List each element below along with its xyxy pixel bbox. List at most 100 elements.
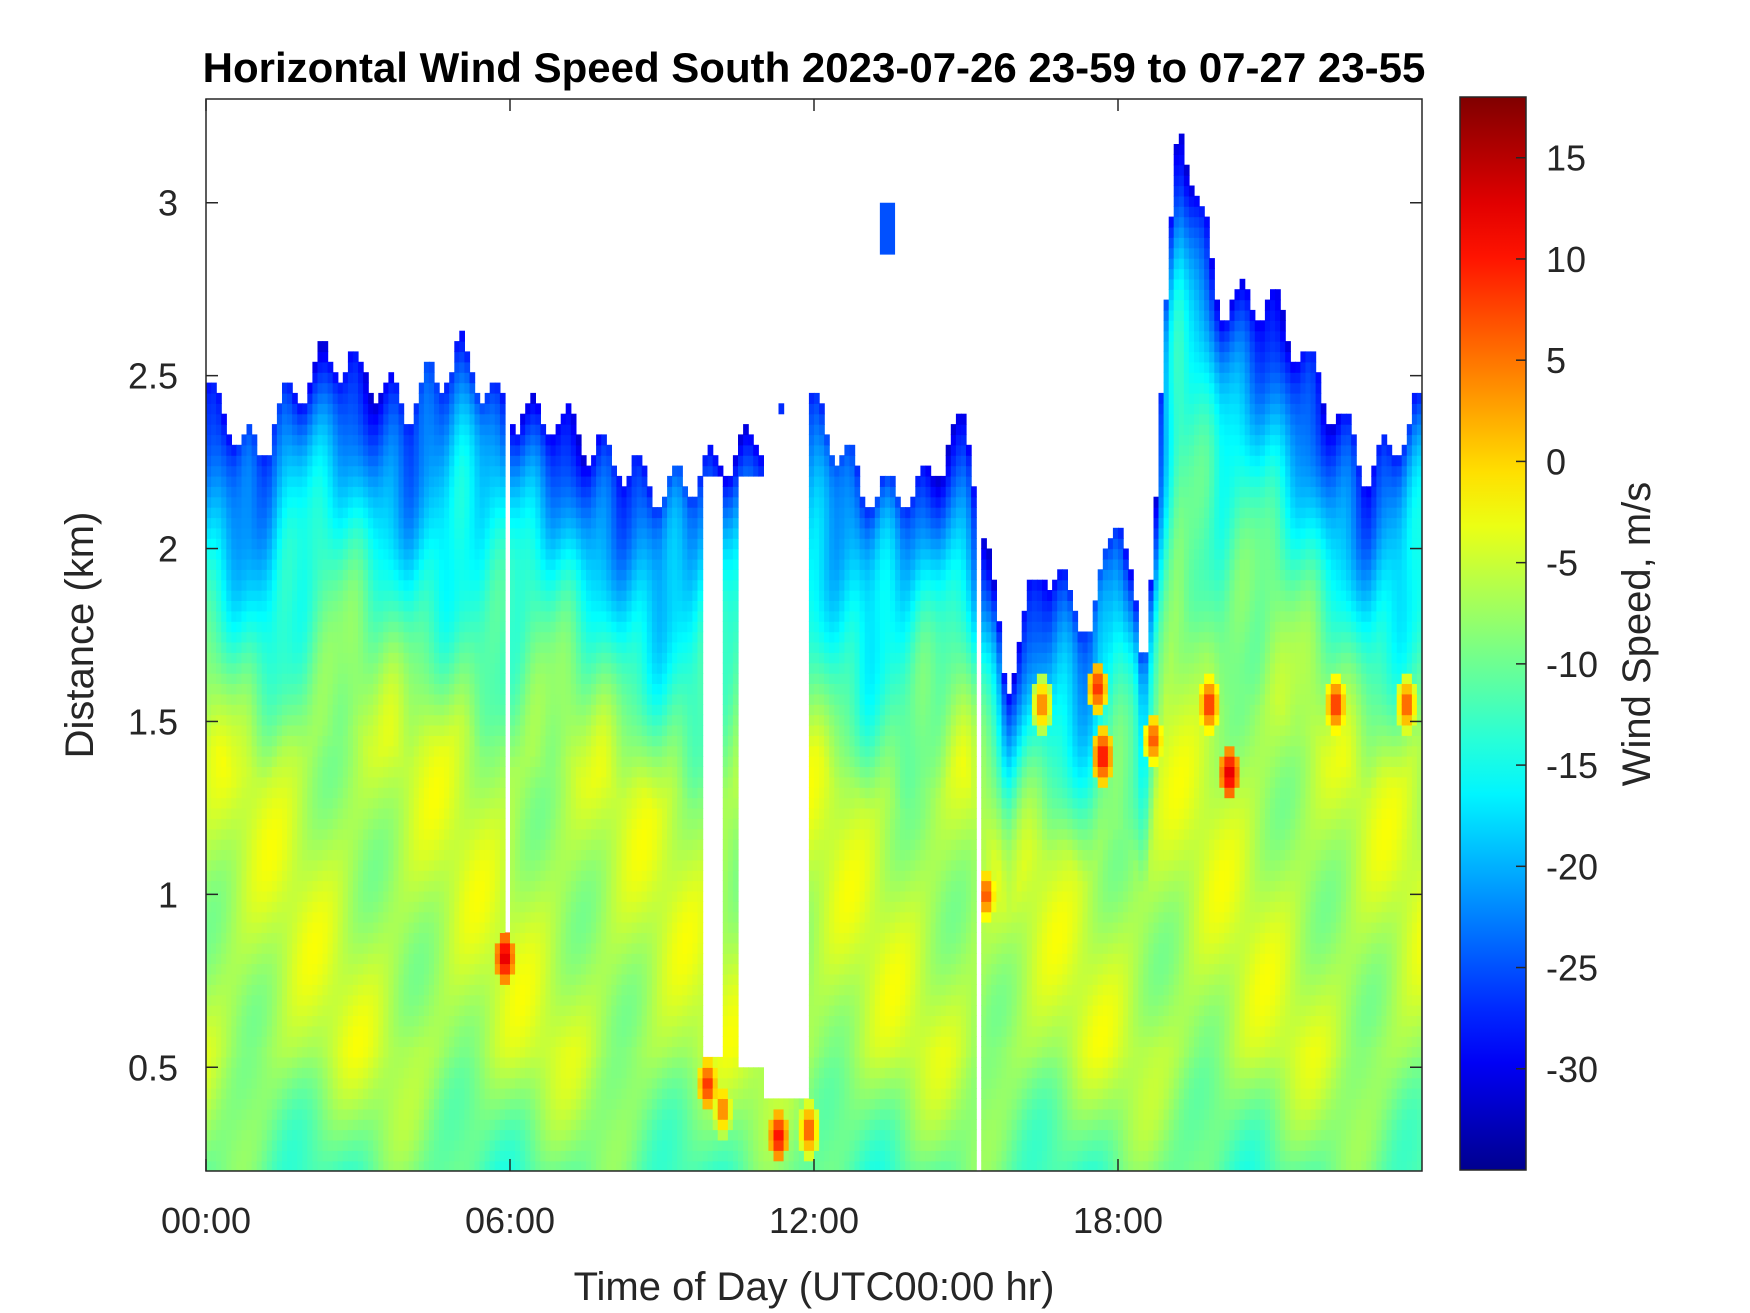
heatmap-cell [206, 776, 212, 788]
heatmap-cell [428, 859, 435, 871]
heatmap-cell [459, 807, 465, 819]
heatmap-cell [388, 922, 395, 933]
heatmap-cell [403, 444, 410, 456]
heatmap-cell [302, 558, 308, 570]
heatmap-cell [297, 621, 303, 633]
heatmap-cell [292, 735, 298, 747]
heatmap-cell [423, 1025, 430, 1037]
heatmap-cell [231, 590, 237, 601]
heatmap-cell [256, 922, 263, 933]
heatmap-cell [439, 527, 445, 539]
heatmap-cell [408, 807, 415, 819]
heatmap-cell [535, 548, 541, 560]
heatmap-cell [510, 1025, 516, 1037]
heatmap-cell [494, 434, 501, 446]
heatmap-cell [297, 641, 303, 653]
heatmap-cell [282, 1088, 288, 1099]
heatmap-cell [266, 486, 273, 498]
heatmap-cell [535, 859, 541, 871]
heatmap-cell [489, 548, 496, 560]
heatmap-cell [408, 911, 415, 923]
heatmap-cell [535, 932, 541, 944]
heatmap-cell [317, 807, 324, 819]
heatmap-cell [358, 756, 364, 767]
heatmap-cell [312, 880, 319, 892]
heatmap-cell [352, 548, 359, 560]
heatmap-cell [231, 1139, 237, 1151]
heatmap-cell [504, 1005, 511, 1016]
heatmap-cell [221, 932, 227, 944]
heatmap-cell [479, 683, 486, 695]
heatmap-cell [413, 1119, 420, 1131]
heatmap-cell [292, 1056, 298, 1068]
heatmap-cell [246, 662, 253, 674]
heatmap-cell [525, 424, 531, 436]
heatmap-cell [449, 1129, 455, 1141]
heatmap-cell [434, 517, 440, 529]
heatmap-cell [434, 1005, 440, 1016]
heatmap-cell [236, 558, 243, 570]
heatmap-cell [236, 953, 243, 965]
heatmap-cell [368, 444, 374, 456]
heatmap-cell [327, 455, 334, 467]
heatmap-cell [388, 600, 395, 612]
heatmap-cell [398, 631, 405, 643]
heatmap-cell [413, 662, 420, 674]
heatmap-cell [256, 932, 263, 944]
heatmap-cell [271, 756, 278, 767]
heatmap-cell [383, 1056, 389, 1068]
heatmap-cell [368, 538, 374, 550]
heatmap-cell [251, 724, 258, 736]
heatmap-cell [266, 984, 273, 996]
heatmap-cell [251, 662, 258, 674]
heatmap-cell [469, 942, 476, 954]
heatmap-cell [540, 724, 547, 736]
heatmap-cell [484, 807, 491, 819]
heatmap-cell [342, 807, 349, 819]
heatmap-cell [221, 973, 227, 985]
heatmap-cell [337, 507, 344, 519]
heatmap-cell [418, 413, 425, 425]
heatmap-cell [444, 973, 450, 985]
heatmap-cell [428, 849, 435, 861]
heatmap-cell [373, 1139, 379, 1151]
heatmap-cell [211, 538, 217, 550]
heatmap-cell [479, 818, 486, 830]
heatmap-cell [256, 1098, 263, 1110]
heatmap-cell [211, 621, 217, 633]
heatmap-cell [393, 1119, 400, 1131]
heatmap-cell [358, 361, 364, 373]
heatmap-cell [347, 1160, 354, 1171]
heatmap-cell [403, 1046, 410, 1058]
heatmap-cell [322, 475, 329, 487]
heatmap-cell [540, 1098, 547, 1110]
heatmap-cell [347, 1129, 354, 1141]
heatmap-cell [211, 787, 217, 799]
heatmap-cell [449, 839, 455, 850]
heatmap-cell [459, 818, 465, 830]
heatmap-cell [216, 1119, 222, 1131]
heatmap-cell [363, 787, 369, 799]
heatmap-cell [206, 735, 212, 747]
heatmap-cell [327, 538, 334, 550]
heatmap-cell [510, 424, 516, 436]
heatmap-cell [368, 1139, 374, 1151]
heatmap-cell [520, 486, 526, 498]
heatmap-cell [499, 818, 506, 830]
heatmap-cell [479, 1098, 486, 1110]
heatmap-cell [459, 1160, 465, 1171]
heatmap-cell [297, 413, 303, 425]
heatmap-cell [251, 475, 258, 487]
heatmap-cell [423, 942, 430, 954]
heatmap-cell [211, 496, 217, 508]
heatmap-cell [373, 797, 379, 809]
heatmap-cell [373, 901, 379, 913]
heatmap-cell [322, 662, 329, 674]
heatmap-cell [206, 1005, 212, 1016]
heatmap-cell [398, 403, 405, 415]
heatmap-cell [383, 704, 389, 716]
heatmap-cell [434, 870, 440, 882]
heatmap-cell [393, 621, 400, 633]
heatmap-cell [418, 724, 425, 736]
heatmap-cell [423, 558, 430, 570]
